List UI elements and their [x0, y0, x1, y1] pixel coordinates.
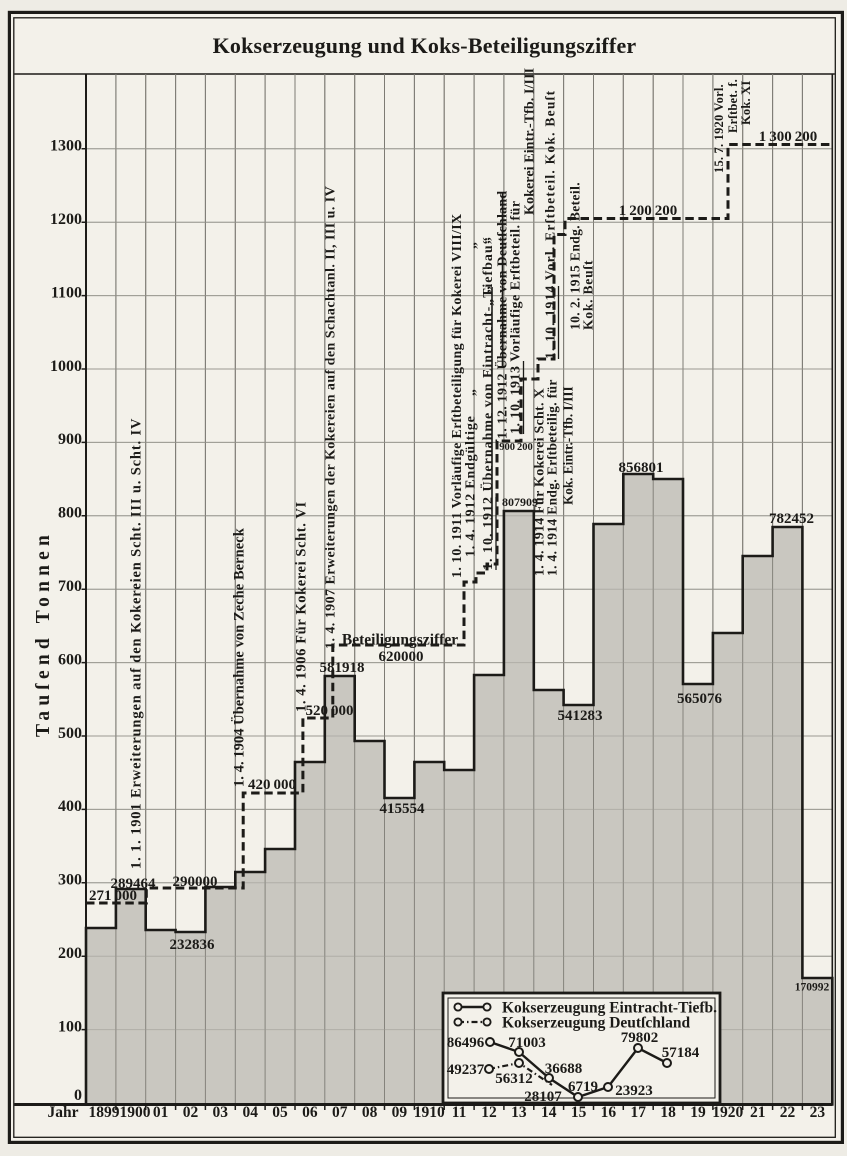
- svg-text:11: 11: [452, 1104, 467, 1121]
- svg-text:100: 100: [58, 1018, 82, 1035]
- svg-text:71003: 71003: [508, 1035, 546, 1051]
- svg-text:Erſtbet. f.: Erſtbet. f.: [726, 79, 740, 133]
- svg-text:06: 06: [302, 1104, 318, 1121]
- svg-text:Jahr: Jahr: [48, 1104, 79, 1121]
- svg-text:1000: 1000: [50, 358, 82, 375]
- svg-text:1. 4. 1904 Übernahme von Zeche: 1. 4. 1904 Übernahme von Zeche Berneck: [231, 527, 248, 787]
- svg-text:Kok. Eintr.-Tfb. I/III: Kok. Eintr.-Tfb. I/III: [560, 386, 575, 505]
- svg-text:36688: 36688: [545, 1061, 583, 1077]
- svg-text:07: 07: [332, 1104, 348, 1121]
- svg-text:856801: 856801: [619, 460, 664, 476]
- svg-text:04: 04: [242, 1104, 258, 1121]
- svg-text:Beteiligungsziffer: Beteiligungsziffer: [342, 631, 458, 648]
- svg-text:„: „: [465, 242, 480, 249]
- svg-text:18: 18: [660, 1104, 676, 1121]
- svg-text:19: 19: [690, 1104, 706, 1121]
- svg-text:02: 02: [183, 1104, 199, 1121]
- svg-text:03: 03: [213, 1104, 229, 1121]
- svg-text:14: 14: [541, 1104, 557, 1121]
- svg-text:1. 4. 1914 Endg. Erſtbeteilig.: 1. 4. 1914 Endg. Erſtbeteilig. für: [544, 379, 559, 576]
- svg-text:565076: 565076: [677, 691, 723, 707]
- svg-text:600: 600: [58, 651, 82, 668]
- svg-text:620000: 620000: [379, 649, 424, 665]
- svg-text:415554: 415554: [380, 801, 426, 817]
- svg-text:„: „: [479, 237, 494, 244]
- svg-text:6719: 6719: [568, 1079, 598, 1095]
- svg-text:1200: 1200: [50, 211, 82, 228]
- svg-text:290000: 290000: [173, 874, 218, 890]
- svg-text:900 200: 900 200: [499, 442, 533, 453]
- svg-text:170992: 170992: [795, 982, 830, 994]
- svg-text:23: 23: [810, 1104, 826, 1121]
- svg-text:Kok. Beuſt: Kok. Beuſt: [580, 260, 595, 330]
- svg-text:400: 400: [58, 798, 82, 815]
- svg-text:17: 17: [631, 1104, 647, 1121]
- svg-text:1. 4. 1906 Für Kokerei Scht. V: 1. 4. 1906 Für Kokerei Scht. VI: [294, 501, 310, 712]
- svg-text:79802: 79802: [621, 1030, 659, 1046]
- svg-text:13: 13: [511, 1104, 527, 1121]
- svg-text:1. 10. 1911 Vorläufige Erſtbet: 1. 10. 1911 Vorläufige Erſtbeteiligung f…: [450, 214, 465, 579]
- svg-text:782452: 782452: [769, 511, 814, 527]
- svg-text:„: „: [479, 286, 494, 293]
- svg-text:1100: 1100: [51, 284, 82, 301]
- svg-text:49237: 49237: [447, 1062, 485, 1078]
- svg-text:57184: 57184: [662, 1045, 700, 1061]
- svg-text:1920: 1920: [712, 1104, 743, 1121]
- svg-text:21: 21: [750, 1104, 766, 1121]
- svg-text:Kokserzeugung und Koks-Beteili: Kokserzeugung und Koks-Beteiligungsziffe…: [213, 33, 637, 58]
- svg-text:1899: 1899: [89, 1104, 120, 1121]
- svg-text:12: 12: [481, 1104, 497, 1121]
- svg-text:200: 200: [58, 945, 82, 962]
- svg-text:800: 800: [58, 505, 82, 522]
- svg-text:05: 05: [272, 1104, 288, 1121]
- svg-text:541283: 541283: [558, 708, 603, 724]
- svg-text:Tauſend Tonnen: Tauſend Tonnen: [33, 530, 54, 737]
- svg-text:1910: 1910: [414, 1104, 445, 1121]
- svg-text:807909: 807909: [502, 495, 538, 509]
- svg-text:1. 4. 1914 Für Kokerei Scht. X: 1. 4. 1914 Für Kokerei Scht. X: [533, 388, 548, 576]
- svg-text:08: 08: [362, 1104, 378, 1121]
- svg-text:Kok. XI: Kok. XI: [739, 81, 753, 125]
- svg-text:86496: 86496: [447, 1035, 485, 1051]
- svg-text:22: 22: [780, 1104, 796, 1121]
- svg-text:1. 10. 1914 Vorl. Erſtbeteil.: 1. 10. 1914 Vorl. Erſtbeteil. Kok. Beuſt: [542, 90, 557, 359]
- svg-text:581918: 581918: [320, 660, 365, 676]
- svg-text:420 000: 420 000: [248, 777, 296, 793]
- svg-text:Kokerei Eintr.-Tfb. I/III: Kokerei Eintr.-Tfb. I/III: [523, 68, 538, 215]
- svg-text:0: 0: [74, 1087, 82, 1104]
- svg-text:520 000: 520 000: [305, 703, 353, 719]
- svg-text:16: 16: [601, 1104, 617, 1121]
- svg-text:Kokserzeugung Deutſchland: Kokserzeugung Deutſchland: [502, 1015, 691, 1032]
- svg-text:01: 01: [153, 1104, 169, 1121]
- svg-text:„: „: [464, 389, 479, 396]
- svg-text:271 000: 271 000: [89, 888, 137, 904]
- svg-text:56312: 56312: [495, 1071, 533, 1087]
- svg-text:1900: 1900: [120, 1104, 151, 1121]
- svg-text:1. 1. 1901 Erweiterungen auf d: 1. 1. 1901 Erweiterungen auf den Kokerei…: [129, 418, 145, 869]
- svg-text:23923: 23923: [615, 1083, 653, 1099]
- svg-text:289464: 289464: [111, 876, 157, 892]
- svg-text:09: 09: [392, 1104, 408, 1121]
- svg-text:Kokserzeugung Eintracht-Tiefb.: Kokserzeugung Eintracht-Tiefb.: [502, 1000, 717, 1017]
- svg-text:1. 4. 1912 Endgültige: 1. 4. 1912 Endgültige: [464, 415, 479, 557]
- svg-text:28107: 28107: [524, 1089, 562, 1105]
- svg-text:15: 15: [571, 1104, 587, 1121]
- svg-text:15. 7. 1920 Vorl.: 15. 7. 1920 Vorl.: [712, 84, 726, 173]
- svg-text:1300: 1300: [50, 138, 82, 155]
- svg-text:1 200 200: 1 200 200: [619, 203, 678, 219]
- svg-text:10. 2. 1915 Endg. Beteil.: 10. 2. 1915 Endg. Beteil.: [567, 182, 582, 330]
- svg-text:900: 900: [58, 431, 82, 448]
- svg-text:1 300 200: 1 300 200: [759, 129, 818, 145]
- svg-text:500: 500: [58, 725, 82, 742]
- svg-text:300: 300: [58, 872, 82, 889]
- svg-text:700: 700: [58, 578, 82, 595]
- svg-text:232836: 232836: [170, 937, 216, 953]
- svg-text:1. 4. 1907 Erweiterungen der K: 1. 4. 1907 Erweiterungen der Kokereien a…: [324, 186, 339, 649]
- svg-text:1. 10. 1913 Vorläufige Erſtbet: 1. 10. 1913 Vorläufige Erſtbeteil. für: [509, 200, 524, 434]
